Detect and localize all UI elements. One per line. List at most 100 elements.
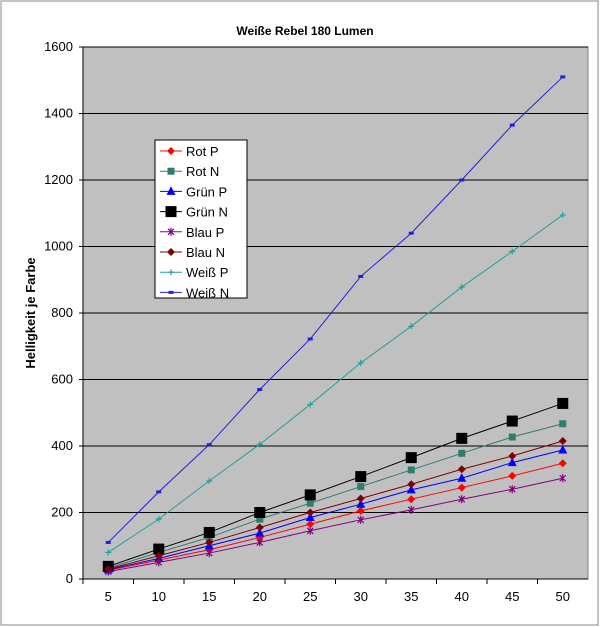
marker-dash <box>105 540 111 544</box>
chart-title: Weiße Rebel 180 Lumen <box>236 24 373 38</box>
marker-diamond <box>255 523 264 532</box>
marker-dash <box>408 231 414 235</box>
marker-square <box>306 499 314 507</box>
marker-star <box>256 538 264 547</box>
series-line <box>108 402 563 567</box>
x-tick-label: 30 <box>354 589 368 604</box>
series-line <box>108 462 563 571</box>
marker-diamond <box>407 495 416 504</box>
marker-dash <box>358 274 364 278</box>
marker-triangle <box>507 457 517 467</box>
marker-diamond <box>508 451 517 460</box>
series-line <box>107 76 564 543</box>
x-tick-label: 35 <box>404 589 418 604</box>
legend-label: Rot N <box>186 164 219 179</box>
legend-label: Grün N <box>186 205 228 220</box>
series-line <box>107 214 564 553</box>
y-tick-label: 0 <box>66 571 73 586</box>
marker-square <box>355 471 367 483</box>
marker-square <box>506 415 518 427</box>
marker-plus <box>155 516 162 523</box>
marker-diamond <box>167 147 175 155</box>
marker-diamond <box>407 480 416 489</box>
marker-diamond <box>154 551 163 560</box>
marker-plus <box>307 401 314 408</box>
y-tick-label: 1000 <box>44 239 73 254</box>
marker-plus <box>105 549 112 556</box>
marker-diamond <box>205 538 214 547</box>
marker-plus <box>206 477 213 484</box>
marker-star <box>559 474 567 483</box>
marker-square <box>357 483 365 491</box>
x-tick-label: 25 <box>303 589 317 604</box>
marker-diamond <box>457 465 466 474</box>
legend-label: Grün P <box>186 184 227 199</box>
marker-star <box>357 515 365 524</box>
marker-diamond <box>306 520 315 529</box>
marker-diamond <box>356 494 365 503</box>
marker-plus <box>168 269 174 276</box>
marker-square <box>458 449 466 457</box>
marker-triangle <box>406 484 416 494</box>
y-tick-label: 800 <box>51 305 73 320</box>
y-tick-label: 400 <box>51 438 73 453</box>
series-line <box>108 477 563 573</box>
marker-diamond <box>558 459 567 468</box>
y-tick-label: 1600 <box>44 39 73 54</box>
series-wei-p <box>105 211 566 556</box>
marker-plus <box>458 284 465 291</box>
y-tick-label: 1200 <box>44 172 73 187</box>
series-line <box>108 440 563 570</box>
marker-plus <box>559 211 566 218</box>
y-tick-label: 600 <box>51 372 73 387</box>
series-blau-n <box>104 437 567 574</box>
series-wei-n <box>105 75 566 544</box>
marker-plus <box>357 359 364 366</box>
legend-label: Blau P <box>186 225 224 240</box>
marker-square <box>167 167 175 175</box>
legend: Rot P Rot N Grün P Grün N Blau P Blau N Weiß P… <box>154 139 248 300</box>
marker-square <box>256 515 264 523</box>
marker-diamond <box>558 437 567 446</box>
marker-square <box>203 526 215 538</box>
marker-square <box>508 433 516 441</box>
marker-diamond <box>457 483 466 492</box>
marker-diamond <box>306 508 315 517</box>
marker-dash <box>257 387 263 391</box>
marker-square <box>405 452 417 464</box>
y-tick-label: 200 <box>51 505 73 520</box>
marker-triangle <box>558 444 568 454</box>
marker-dash <box>459 178 465 182</box>
marker-square <box>559 420 567 428</box>
series-line <box>108 449 563 571</box>
x-tick-label: 20 <box>253 589 267 604</box>
x-tick-label: 15 <box>202 589 216 604</box>
marker-triangle <box>305 512 315 521</box>
marker-diamond <box>356 506 365 515</box>
marker-star <box>458 495 466 504</box>
marker-star <box>167 227 175 236</box>
marker-dash <box>560 75 566 79</box>
marker-plus <box>256 441 263 448</box>
y-axis-label: Helligkeit je Farbe <box>23 257 38 368</box>
y-tick-label: 1400 <box>44 106 73 121</box>
marker-dash <box>509 123 515 127</box>
marker-triangle <box>166 186 176 195</box>
marker-square <box>304 489 316 501</box>
marker-dash <box>307 337 313 341</box>
marker-diamond <box>167 248 175 256</box>
marker-square <box>254 507 266 518</box>
legend-label: Weiß P <box>186 265 228 280</box>
x-tick-label: 40 <box>455 589 469 604</box>
marker-star <box>508 485 516 494</box>
marker-diamond <box>508 471 517 480</box>
marker-square <box>153 543 165 555</box>
marker-plus <box>509 248 516 255</box>
marker-triangle <box>255 528 265 537</box>
marker-dash <box>156 490 162 494</box>
x-tick-label: 50 <box>556 589 570 604</box>
marker-diamond <box>104 565 113 574</box>
x-tick-label: 5 <box>105 589 112 604</box>
